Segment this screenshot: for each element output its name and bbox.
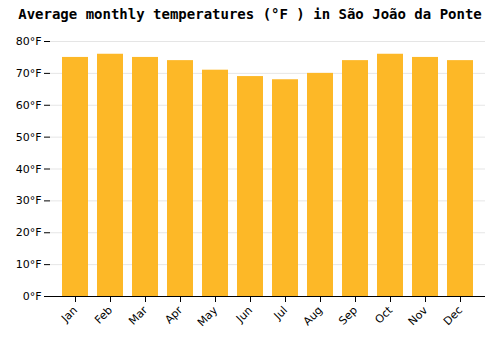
svg-text:May: May [195, 303, 221, 329]
svg-text:30°F: 30°F [16, 194, 42, 207]
svg-text:Nov: Nov [406, 303, 431, 328]
svg-text:Mar: Mar [126, 303, 150, 327]
svg-text:Feb: Feb [92, 304, 115, 327]
svg-text:Aug: Aug [301, 304, 325, 328]
svg-text:60°F: 60°F [16, 99, 42, 112]
svg-text:40°F: 40°F [16, 163, 42, 176]
svg-text:0°F: 0°F [23, 290, 42, 303]
svg-text:80°F: 80°F [16, 35, 42, 48]
svg-text:10°F: 10°F [16, 258, 42, 271]
svg-text:50°F: 50°F [16, 131, 42, 144]
svg-text:Apr: Apr [162, 303, 185, 326]
svg-text:Sep: Sep [336, 304, 360, 328]
svg-text:Dec: Dec [441, 304, 465, 328]
svg-text:20°F: 20°F [16, 226, 42, 239]
svg-text:Jul: Jul [271, 304, 290, 323]
html-text:Average monthly temperatures (: Average monthly temperatures (°F ) in Sã… [18, 6, 482, 22]
svg-text:Jan: Jan [58, 304, 80, 326]
svg-text:70°F: 70°F [16, 67, 42, 80]
svg-text:Jun: Jun [233, 304, 255, 326]
svg-text:Oct: Oct [372, 303, 395, 326]
